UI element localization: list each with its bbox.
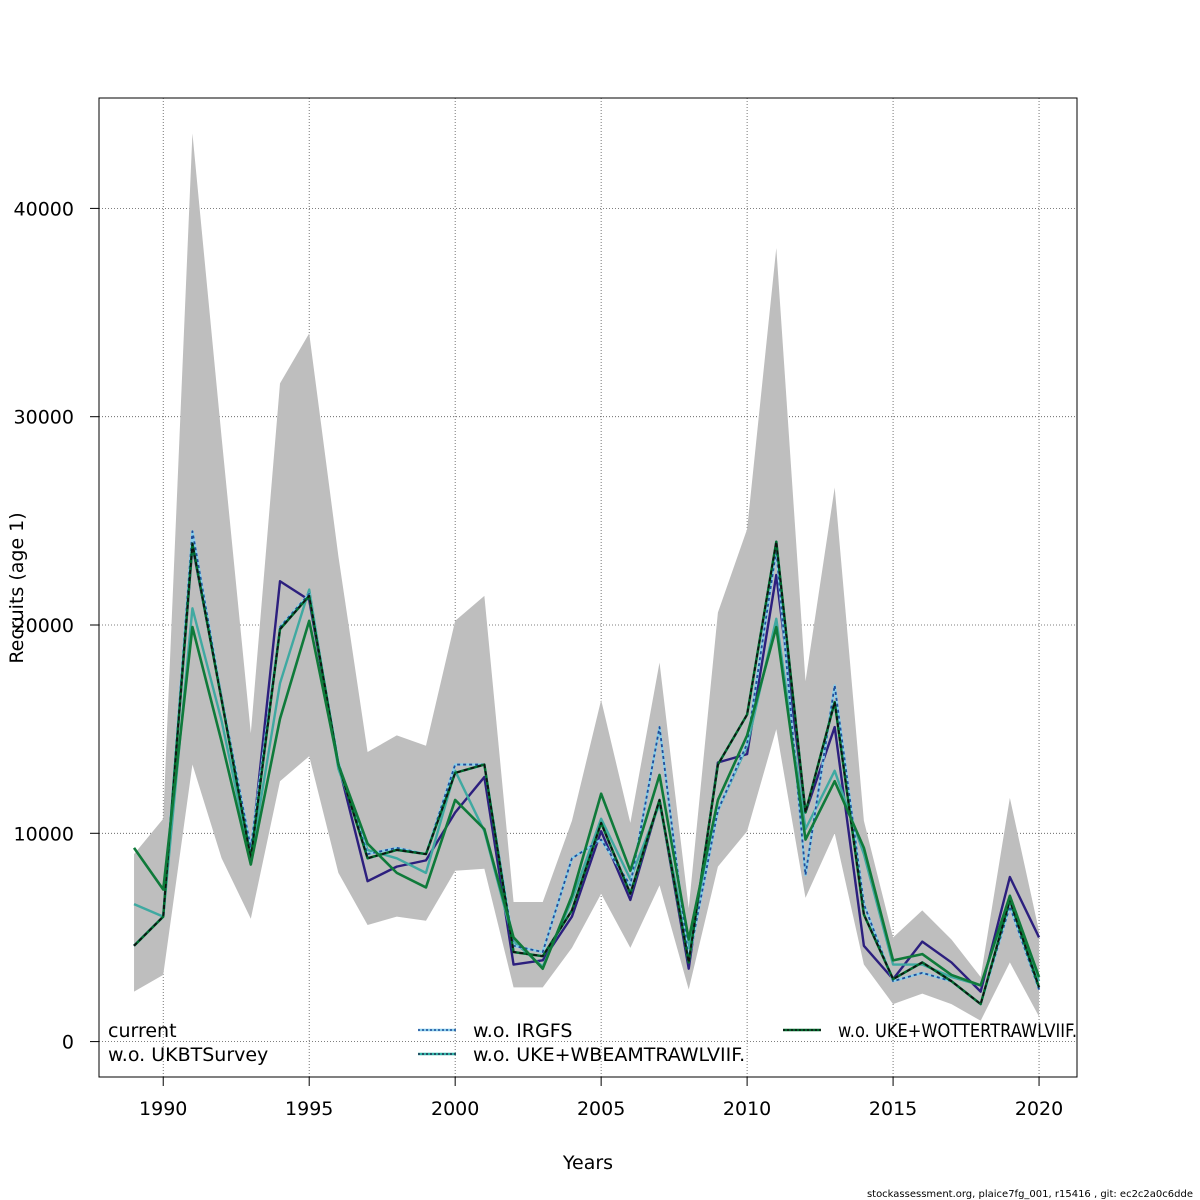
y-tick-label: 0 [62,1032,74,1054]
plot-frame [98,97,1078,1078]
confidence-band [134,133,1040,1021]
y-tick-label: 10000 [14,823,74,845]
legend-label: w.o. IRGFS [473,1020,572,1042]
x-tick-label: 1995 [285,1098,333,1120]
footer-note: stockassessment.org, plaice7fg_001, r154… [867,1189,1193,1200]
y-tick-label: 20000 [14,615,74,637]
x-axis: 1990 1995 2000 2005 2010 2015 2020 [139,1077,1063,1120]
x-axis-title: Years [562,1152,613,1174]
y-axis-title: Recruits (age 1) [6,512,28,663]
legend-label: current [108,1020,177,1042]
series-line-0 [133,544,1041,993]
legend-label: w.o. UKBTSurvey [108,1044,268,1066]
y-tick-label: 30000 [14,407,74,429]
series-line-7 [133,540,1040,1005]
x-tick-label: 2015 [869,1098,917,1120]
x-tick-label: 2005 [577,1098,625,1120]
x-tick-label: 1990 [139,1098,187,1120]
legend-label: w.o. UKE+WOTTERTRAWLVIIF. [838,1020,1077,1042]
y-tick-label: 40000 [14,198,74,220]
legend-label: w.o. UKE+WBEAMTRAWLVIIF. [473,1044,745,1066]
series-lines [132,530,1041,1006]
series-line-8 [132,619,1041,987]
y-axis: 0 10000 20000 30000 40000 [14,198,99,1054]
x-tick-label: 2000 [431,1098,479,1120]
x-tick-label: 2010 [723,1098,771,1120]
x-tick-label: 2020 [1015,1098,1063,1120]
confidence-band-area [134,133,1040,1021]
